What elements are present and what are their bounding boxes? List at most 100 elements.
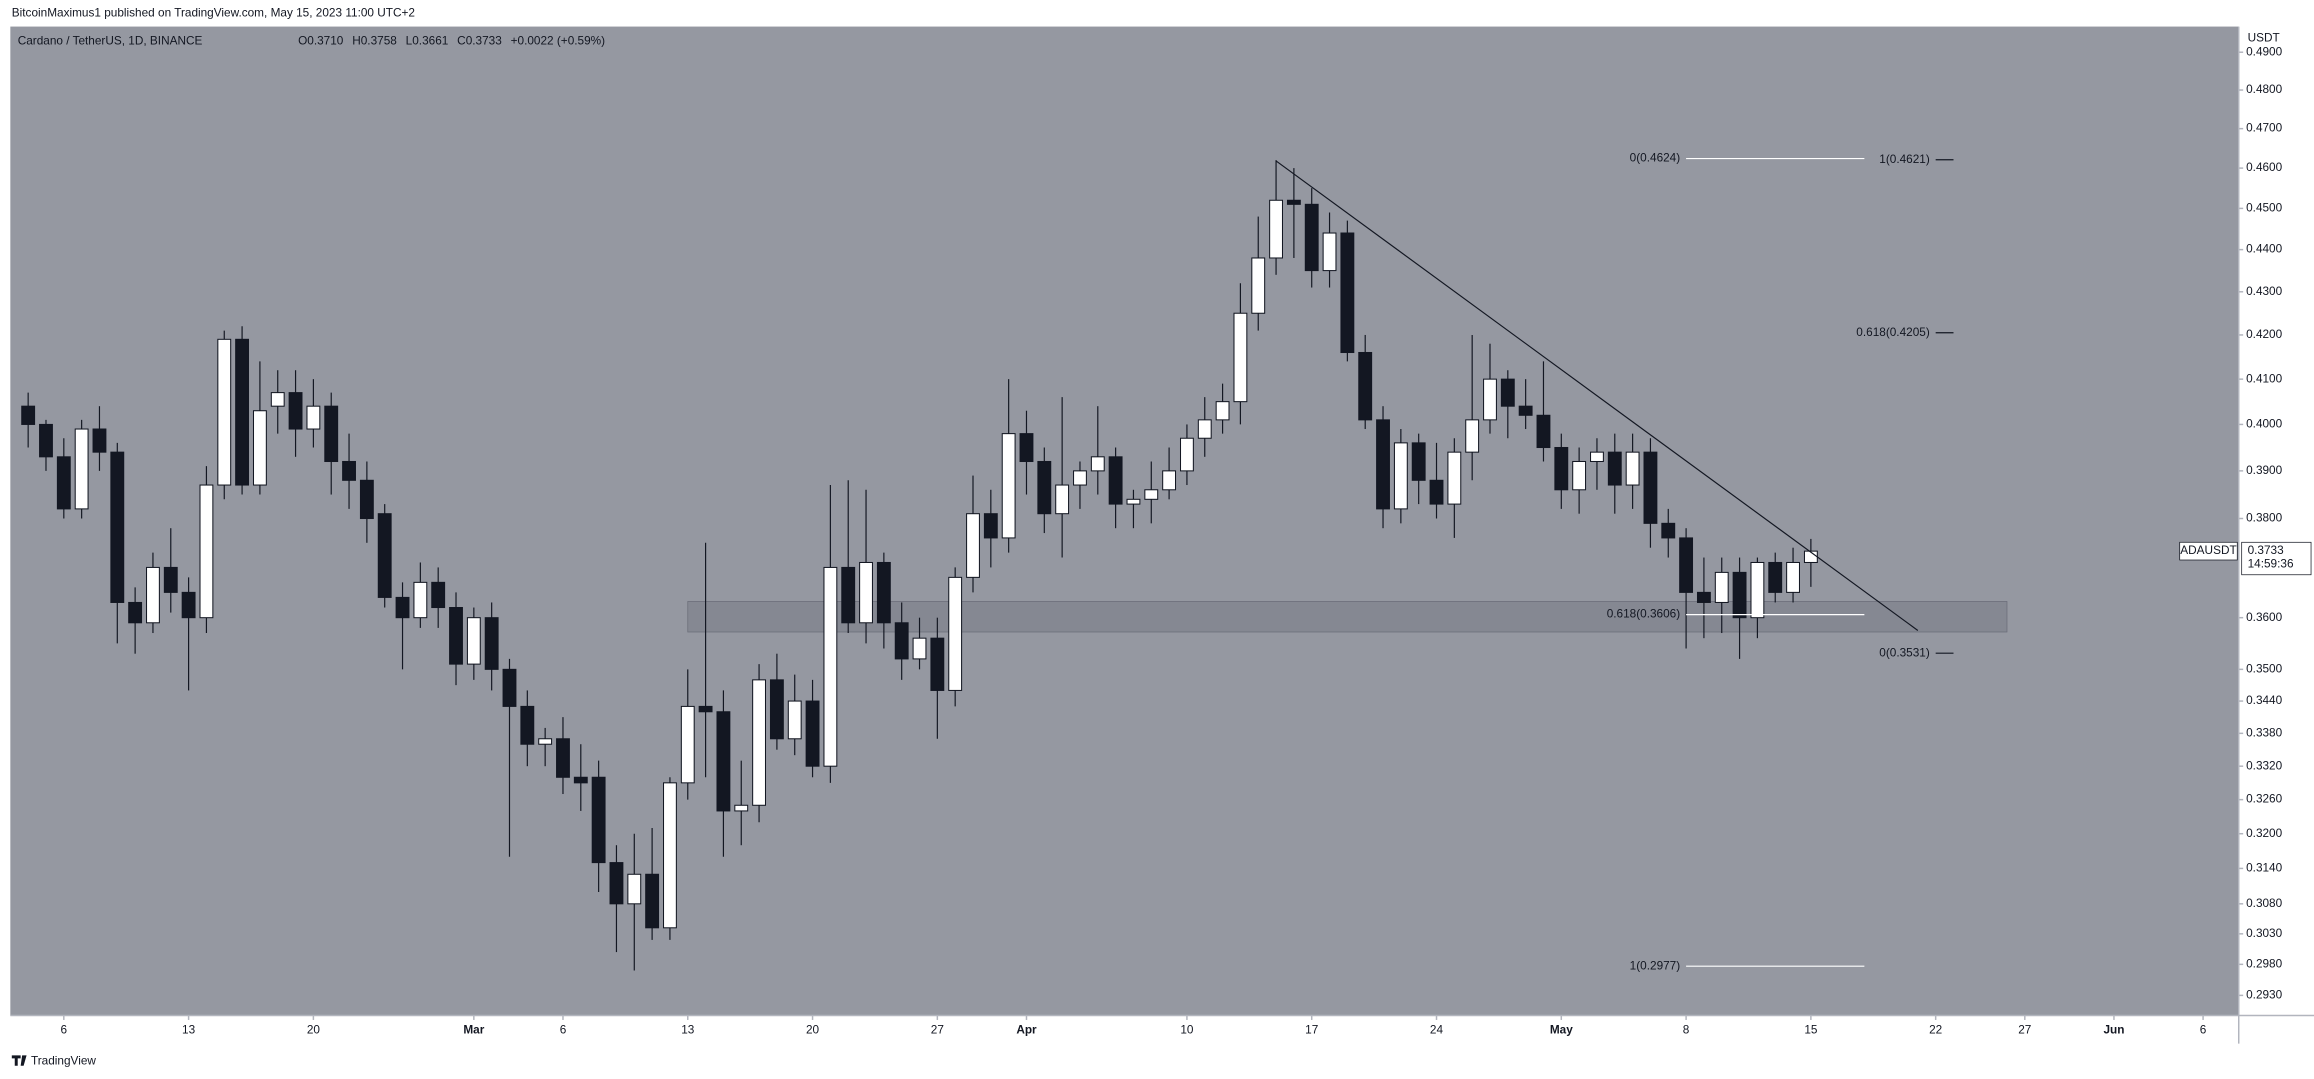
x-tick-label: 6	[2200, 1022, 2207, 1036]
candle-body	[1179, 437, 1194, 472]
candle-body	[466, 617, 481, 665]
candle-body	[1376, 419, 1390, 510]
candle-body	[395, 596, 410, 619]
candle-body	[556, 738, 570, 778]
candle-body	[1055, 484, 1070, 515]
y-tick-label: 0.2980	[2246, 956, 2283, 970]
candle-body	[680, 705, 695, 784]
candle-body	[413, 581, 428, 619]
x-tick-label: 10	[1180, 1022, 1194, 1036]
y-tick-label: 0.4600	[2246, 160, 2283, 174]
ohlc-info: +0.0022 (+0.59%)	[511, 33, 606, 47]
x-tick-label: 13	[681, 1022, 695, 1036]
candle-body	[1536, 414, 1551, 449]
candle-body	[1073, 470, 1087, 486]
candle-body	[146, 566, 160, 624]
candle-body	[431, 581, 446, 609]
candle-body	[769, 679, 784, 740]
y-tick-label: 0.4700	[2246, 121, 2283, 135]
candle-body	[1162, 470, 1177, 491]
candle-body	[217, 338, 232, 486]
y-tick-label: 0.3900	[2246, 463, 2283, 477]
x-tick-label: 13	[182, 1022, 196, 1036]
fib-label: 0(0.4624)	[1630, 151, 1681, 165]
fib-label: 0.618(0.4205)	[1856, 325, 1930, 339]
candle-body	[859, 561, 873, 624]
candle-body	[92, 428, 107, 453]
candle-body	[1090, 456, 1105, 472]
candle-body	[698, 705, 713, 713]
candle-body	[39, 423, 53, 458]
ohlc-info: O0.3710	[298, 33, 344, 47]
price-tag	[2241, 541, 2312, 576]
x-tick-label: Jun	[2103, 1022, 2124, 1036]
candle-body	[128, 601, 143, 624]
candle-body	[1590, 451, 1604, 463]
candle-body	[1661, 522, 1676, 539]
candle-body	[1304, 203, 1319, 272]
x-tick-label: 27	[2018, 1022, 2031, 1036]
fib-label: 1(0.2977)	[1630, 958, 1681, 972]
candle-body	[1037, 460, 1052, 515]
candle-body	[609, 862, 624, 905]
candle-body	[1251, 257, 1266, 314]
candle-body	[520, 705, 535, 745]
y-tick-label: 0.3080	[2246, 896, 2283, 910]
candle-body	[823, 566, 838, 767]
candle-body	[484, 617, 499, 670]
x-tick-label: 15	[1804, 1022, 1818, 1036]
candle-body	[1500, 378, 1515, 407]
candle-body	[1483, 378, 1497, 421]
candle-body	[1625, 451, 1640, 486]
y-tick-label: 0.4300	[2246, 284, 2283, 298]
candle-body	[270, 392, 285, 407]
candle-body	[252, 410, 267, 486]
ohlc-info: H0.3758	[352, 33, 397, 47]
candle-body	[377, 513, 392, 598]
candle-body	[110, 451, 125, 603]
candle-body	[1714, 571, 1729, 603]
y-tick-label: 0.4900	[2246, 44, 2283, 58]
candle-body	[841, 566, 856, 624]
candle-body	[1750, 561, 1765, 619]
candle-body	[199, 484, 214, 619]
candle-body	[894, 622, 909, 660]
candle-body	[1732, 571, 1747, 619]
candle-body	[627, 873, 642, 905]
x-tick-label: 24	[1430, 1022, 1444, 1036]
candle-body	[1786, 561, 1800, 593]
candle-body	[502, 668, 517, 707]
candle-body	[1643, 451, 1658, 524]
candle-body	[1197, 419, 1212, 439]
y-tick-label: 0.3200	[2246, 826, 2283, 840]
candle-body	[912, 637, 927, 660]
x-tick-label: 6	[560, 1022, 567, 1036]
y-tick-label: 0.3500	[2246, 661, 2283, 675]
x-tick-label: 20	[307, 1022, 321, 1036]
x-tick-label: May	[1550, 1022, 1573, 1036]
price-tag-value: 0.3733	[2248, 543, 2285, 557]
candle-body	[235, 338, 250, 486]
candle-body	[983, 513, 998, 539]
candle-body	[1679, 537, 1694, 593]
candle-body	[948, 576, 963, 691]
y-unit: USDT	[2248, 30, 2280, 44]
fib-label: 1(0.4621)	[1879, 152, 1930, 166]
symbol-tag-text: ADAUSDT	[2180, 543, 2236, 557]
y-tick-label: 0.4400	[2246, 242, 2283, 256]
candle-body	[163, 566, 178, 593]
candle-body	[359, 479, 374, 520]
price-tag-countdown: 14:59:36	[2248, 557, 2294, 571]
candle-body	[752, 679, 767, 806]
x-tick-label: 27	[931, 1022, 944, 1036]
candle-body	[181, 591, 196, 619]
candle-body	[342, 460, 356, 481]
candle-body	[21, 405, 36, 425]
y-tick-label: 0.3440	[2246, 693, 2283, 707]
candle-body	[716, 711, 731, 812]
y-tick-label: 0.2930	[2246, 987, 2283, 1001]
candle-body	[1108, 456, 1123, 505]
candle-body	[1447, 451, 1462, 505]
candle-body	[1768, 561, 1783, 593]
